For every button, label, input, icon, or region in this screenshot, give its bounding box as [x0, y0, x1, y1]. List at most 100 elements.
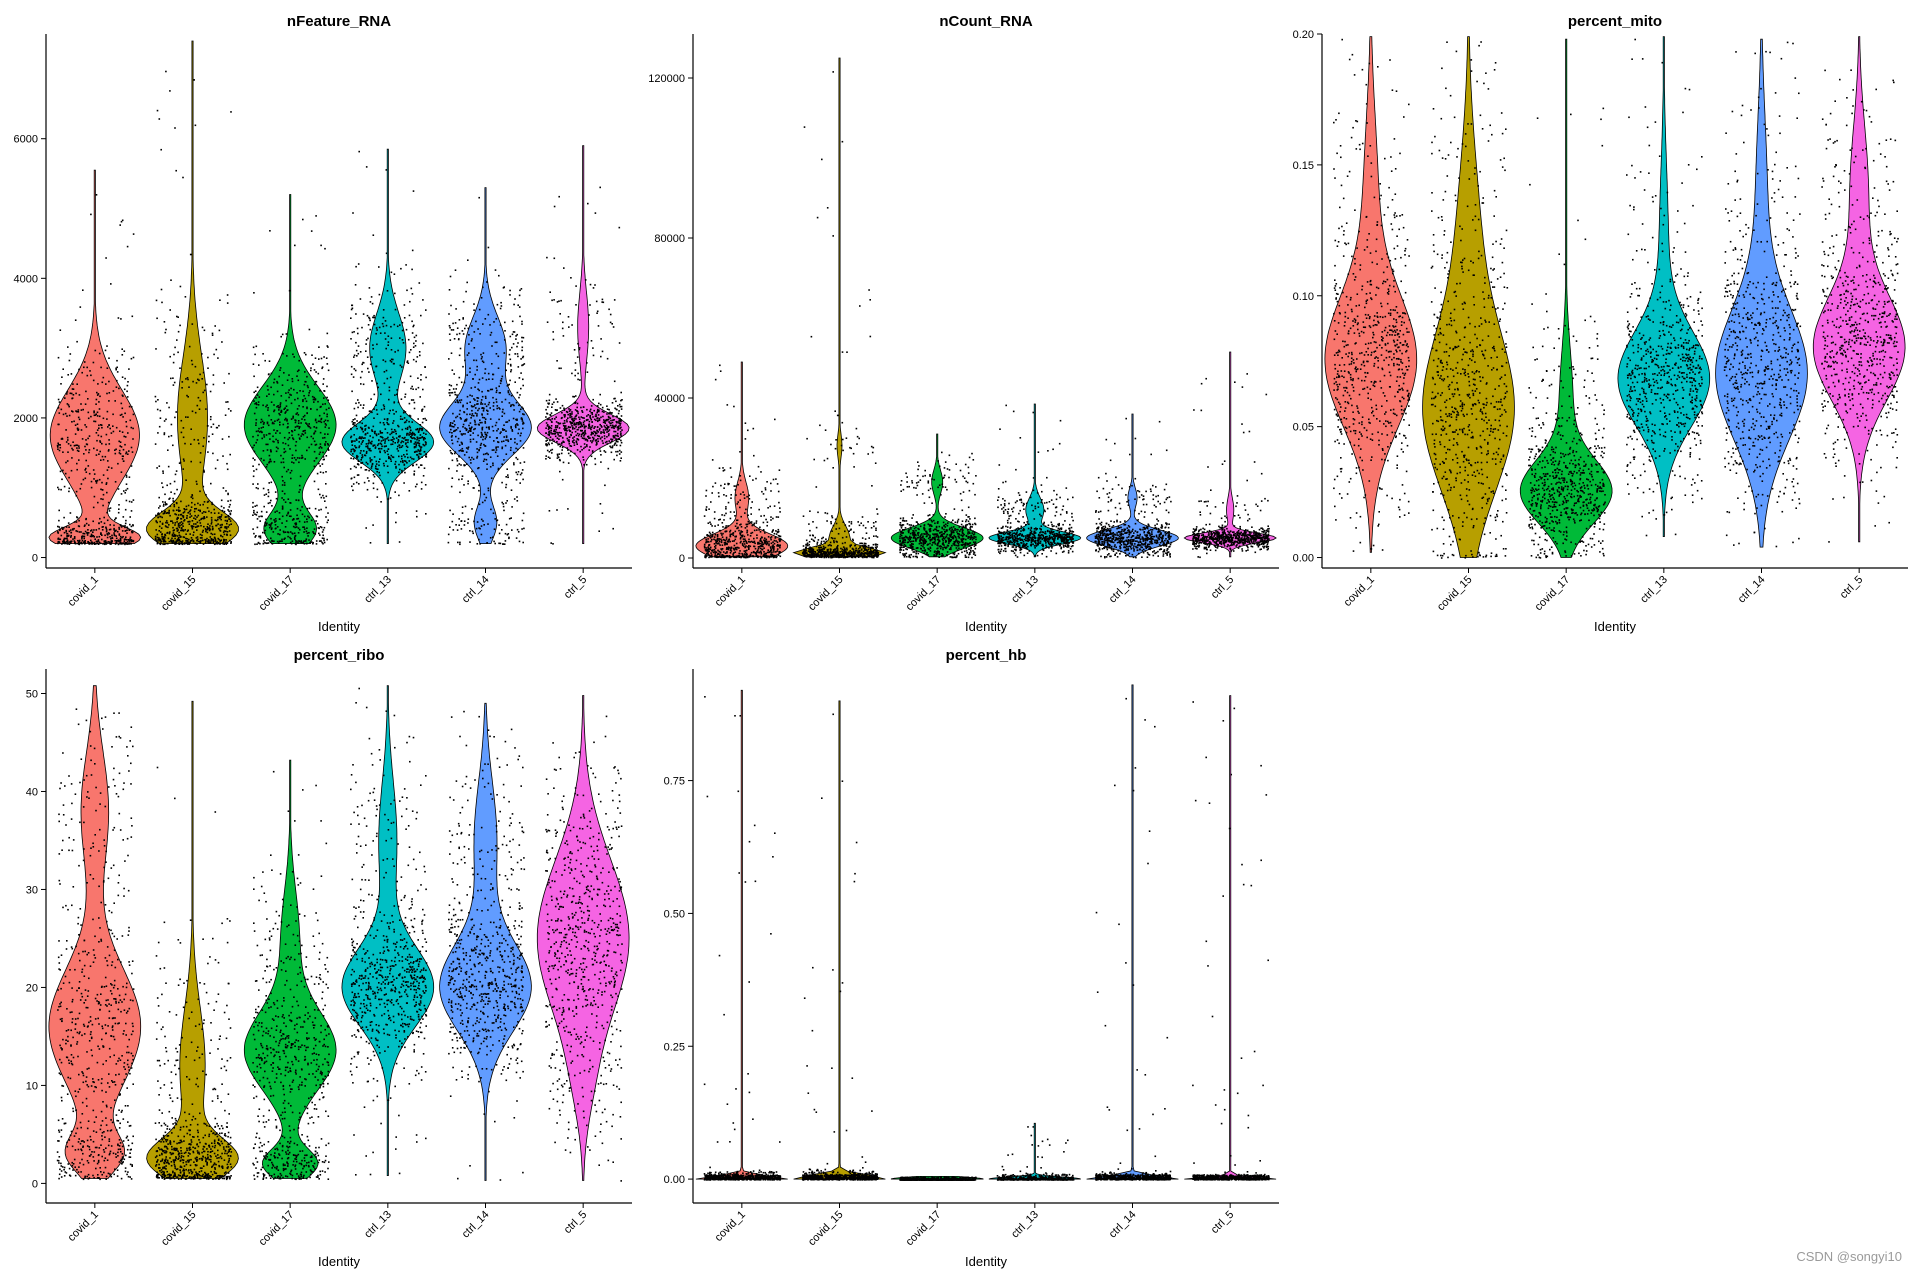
violin-ctrl_5 [536, 695, 630, 1181]
y-tick-label: 6000 [14, 134, 38, 146]
x-tick-label: ctrl_5 [562, 1209, 590, 1237]
y-tick-label: 0.00 [1293, 553, 1314, 565]
x-tick-label: covid_1 [66, 574, 101, 609]
violin-ctrl_13 [1617, 36, 1711, 537]
x-axis-title: Identity [1594, 619, 1636, 634]
violin-ctrl_14 [439, 702, 532, 1181]
chart-title: nFeature_RNA [287, 13, 391, 30]
x-tick-label: covid_15 [159, 574, 199, 614]
x-tick-label: ctrl_14 [1736, 574, 1768, 606]
y-tick-label: 0.10 [1293, 291, 1314, 303]
y-tick-label: 0 [32, 1178, 38, 1190]
violin-covid_15 [792, 57, 887, 558]
x-tick-label: covid_15 [159, 1209, 199, 1249]
x-tick-label: ctrl_5 [1838, 574, 1866, 602]
chart-title: percent_hb [946, 647, 1027, 664]
y-tick-label: 50 [26, 688, 38, 700]
x-tick-label: ctrl_5 [1209, 1209, 1237, 1237]
panel-percent_mito: percent_mito 0.00 0.05 0.10 0.15 0.20 covid_1 c… [1293, 13, 1908, 634]
panel-nFeature_RNA: nFeature_RNA 0 2000 4000 6000 covid_1 covid_15… [14, 13, 632, 634]
x-tick-label: covid_15 [1435, 574, 1475, 614]
y-tick-label: 80000 [654, 233, 685, 245]
violin-covid_17 [1519, 38, 1613, 558]
violin-covid_1 [695, 689, 788, 1180]
chart-title: percent_mito [1568, 13, 1662, 30]
violin-covid_1 [1324, 36, 1418, 553]
points-covid_1 [703, 364, 782, 559]
points-covid_17 [252, 770, 330, 1181]
x-tick-label: covid_17 [904, 574, 944, 614]
violin-ctrl_5 [1183, 351, 1277, 558]
points-covid_15 [154, 70, 232, 546]
x-tick-label: ctrl_14 [460, 1209, 492, 1241]
points-ctrl_5 [1821, 69, 1899, 543]
y-tick-label: 0.75 [664, 776, 685, 788]
points-covid_15 [154, 766, 233, 1181]
y-tick-label: 0.15 [1293, 160, 1314, 172]
y-tick-label: 40000 [654, 393, 685, 405]
violin-ctrl_13 [988, 1122, 1081, 1180]
x-tick-label: covid_17 [257, 1209, 297, 1249]
points-covid_1 [1333, 38, 1411, 552]
x-tick-label: ctrl_5 [562, 574, 590, 602]
y-tick-label: 0.20 [1293, 29, 1314, 41]
x-tick-label: ctrl_13 [1009, 1209, 1041, 1241]
violin-covid_1 [48, 685, 142, 1179]
violin-covid_17 [890, 433, 984, 558]
x-tick-label: covid_1 [1342, 574, 1377, 609]
points-ctrl_13 [996, 404, 1075, 558]
points-covid_1 [56, 194, 135, 546]
violin-covid_1 [695, 361, 789, 558]
x-tick-label: ctrl_14 [460, 574, 492, 606]
points-ctrl_13 [349, 687, 428, 1176]
panel-nCount_RNA: nCount_RNA 0 40000 80000 120000 covid_1 covid_… [648, 13, 1279, 634]
chart-title: percent_ribo [294, 647, 385, 664]
x-axis-title: Identity [318, 619, 360, 634]
x-tick-label: ctrl_5 [1209, 574, 1237, 602]
x-tick-label: covid_17 [1533, 574, 1573, 614]
x-tick-label: covid_17 [904, 1209, 944, 1249]
points-ctrl_14 [447, 710, 526, 1181]
x-tick-label: ctrl_13 [362, 1209, 394, 1241]
violin-ctrl_14 [439, 187, 532, 544]
points-ctrl_13 [996, 1126, 1075, 1181]
panel-percent_ribo: percent_ribo 0 10 20 30 40 50 covid_1 covid_15 co… [26, 647, 632, 1269]
violin-ctrl_13 [341, 685, 435, 1176]
violin-ctrl_5 [1184, 695, 1277, 1180]
y-tick-label: 0 [679, 553, 685, 565]
x-tick-label: covid_17 [257, 574, 297, 614]
points-ctrl_13 [1626, 38, 1704, 537]
y-tick-label: 20 [26, 982, 38, 994]
y-tick-label: 2000 [14, 413, 38, 425]
x-tick-label: covid_15 [806, 574, 846, 614]
points-ctrl_5 [545, 715, 623, 1182]
x-axis-title: Identity [965, 1254, 1007, 1269]
violin-covid_15 [146, 700, 239, 1179]
y-tick-label: 30 [26, 884, 38, 896]
violin-covid_15 [1422, 36, 1515, 558]
points-ctrl_5 [545, 186, 623, 545]
x-tick-label: covid_1 [713, 1209, 748, 1244]
points-ctrl_14 [1094, 417, 1173, 559]
violin-covid_15 [793, 700, 886, 1180]
points-ctrl_14 [447, 196, 526, 546]
x-tick-label: covid_15 [806, 1209, 846, 1249]
points-covid_17 [252, 215, 330, 546]
y-tick-label: 0 [32, 553, 38, 565]
y-tick-label: 120000 [648, 73, 685, 85]
violin-ctrl_5 [1812, 36, 1906, 543]
x-axis-title: Identity [965, 619, 1007, 634]
points-covid_15 [801, 713, 880, 1181]
points-covid_17 [899, 1176, 977, 1181]
points-ctrl_13 [349, 150, 428, 544]
panel-percent_hb: percent_hb 0.00 0.25 0.50 0.75 covid_1 covid_1… [664, 647, 1279, 1269]
y-tick-label: 0.50 [664, 908, 685, 920]
points-ctrl_14 [1095, 697, 1173, 1181]
y-tick-label: 0.05 [1293, 422, 1314, 434]
x-tick-label: covid_1 [66, 1209, 101, 1244]
points-covid_17 [1528, 107, 1606, 559]
points-ctrl_5 [1192, 373, 1270, 559]
violin-ctrl_5 [536, 145, 630, 544]
points-covid_1 [56, 708, 135, 1181]
